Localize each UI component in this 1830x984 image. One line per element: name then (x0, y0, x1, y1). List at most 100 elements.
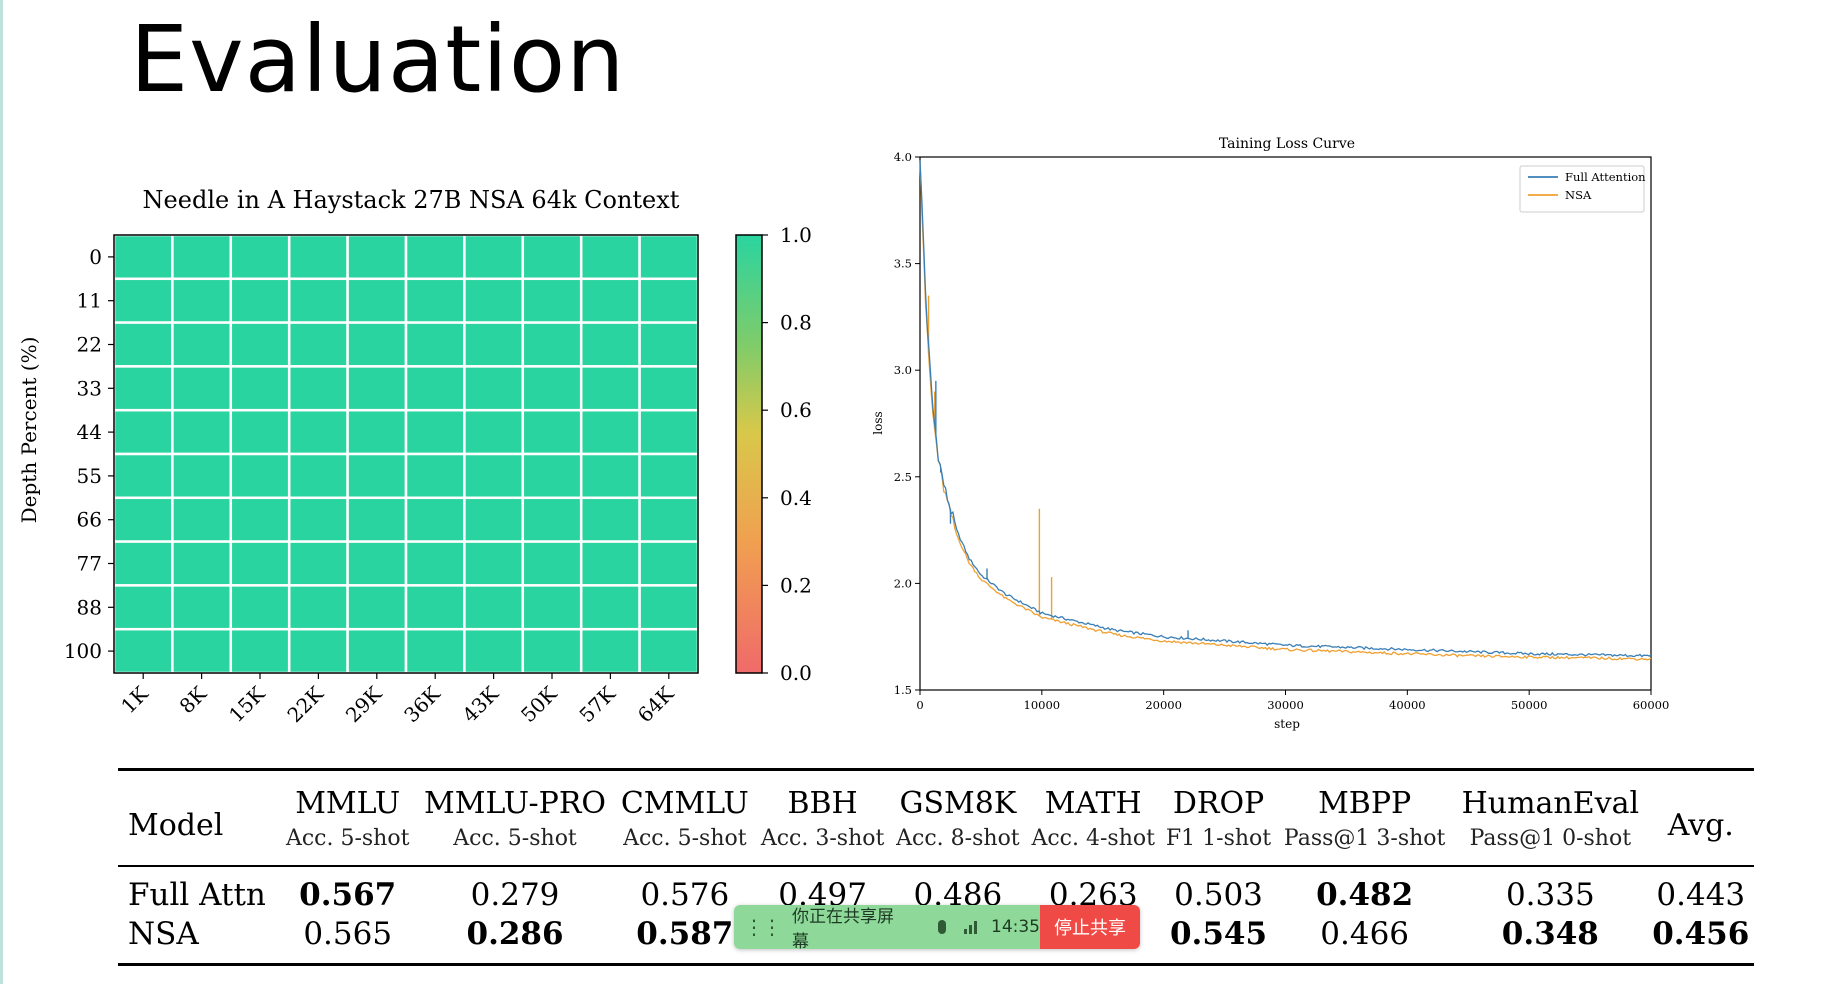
heatmap-cell (112, 277, 174, 324)
heatmap-cell (463, 321, 525, 368)
heatmap-cell (112, 496, 174, 543)
heatmap-cell (229, 321, 291, 368)
share-timer: 14:35 (991, 917, 1040, 937)
heatmap-cell (112, 408, 174, 456)
loss-xtick-label: 50000 (1511, 698, 1548, 712)
heatmap-cell (521, 408, 583, 456)
heatmap-cell (229, 584, 291, 631)
heatmap-ytick-label: 22 (77, 333, 102, 357)
colorbar-tick-label: 0.2 (780, 573, 812, 597)
heatmap-cell (463, 365, 525, 412)
metric-math: Acc. 4-shot (1031, 825, 1155, 851)
table-cell: 0.286 (466, 915, 564, 952)
heatmap-cell (404, 233, 466, 281)
share-status-area[interactable]: ⋮⋮ 你正在共享屏幕 14:35 (734, 905, 1040, 949)
heatmap-cell (346, 627, 408, 675)
loss-axes: 0 10000 20000 30000 40000 50000 60000 4.0 3.5 3.0… (894, 150, 1670, 712)
metric-mmlu: Acc. 5-shot (285, 825, 410, 851)
heatmap-cell (521, 321, 583, 368)
heatmap-cell (521, 584, 583, 631)
heatmap-cell (521, 277, 583, 324)
training-loss-chart: Taining Loss Curve step loss 0 10000 20000… (871, 136, 1670, 731)
heatmap-cell (171, 277, 233, 324)
heatmap-cell (287, 496, 349, 543)
heatmap-ytick-label: 33 (77, 376, 102, 400)
heatmap-xtick-label: 29K (341, 681, 387, 727)
heatmap-cell (638, 365, 700, 412)
heatmap-ytick-label: 66 (77, 508, 102, 532)
loss-ytick-label: 3.0 (894, 363, 912, 377)
heatmap-cell (346, 277, 408, 324)
heatmap-xtick-label: 8K (175, 681, 212, 718)
column-header-math: MATH (1044, 785, 1142, 821)
heatmap-cell (638, 584, 700, 631)
table-cell: 0.466 (1320, 915, 1410, 952)
heatmap-xtick-label: 57K (574, 681, 620, 727)
heatmap-cell (463, 408, 525, 456)
metric-drop: F1 1-shot (1165, 825, 1272, 851)
heatmap-cell (229, 452, 291, 500)
column-header-cmmlu: CMMLU (620, 785, 749, 821)
heatmap-cell (287, 452, 349, 500)
heatmap-cell (579, 584, 641, 631)
heatmap-cell (638, 277, 700, 324)
heatmap-ytick-label: 77 (77, 552, 102, 576)
heatmap-cell (287, 277, 349, 324)
microphone-icon[interactable] (938, 920, 946, 934)
heatmap-cell (112, 233, 174, 281)
left-edge-strip (0, 0, 3, 984)
heatmap-xtick-label: 36K (399, 681, 445, 727)
heatmap-cell (638, 452, 700, 500)
heatmap-cell (171, 627, 233, 675)
heatmap-cell (171, 584, 233, 631)
heatmap-cell (463, 277, 525, 324)
colorbar-tick-label: 0.6 (780, 398, 812, 422)
heatmap-cell (463, 496, 525, 543)
heatmap-cell (229, 496, 291, 543)
drag-handle-icon[interactable]: ⋮⋮ (744, 915, 782, 939)
avg-column-header: Avg. (1667, 807, 1734, 843)
heatmap-cell (346, 408, 408, 456)
table-cell: 0.443 (1647, 865, 1754, 914)
row-model-name: Full Attn (118, 865, 281, 914)
heatmap-cell (404, 408, 466, 456)
heatmap-cell (229, 627, 291, 675)
needle-heatmap-chart: Needle in A Haystack 27B NSA 64k Context… (17, 186, 812, 727)
heatmap-ytick-label: 88 (77, 595, 102, 619)
loss-xtick-label: 30000 (1267, 698, 1304, 712)
heatmap-title: Needle in A Haystack 27B NSA 64k Context (143, 186, 680, 214)
stop-sharing-button[interactable]: 停止共享 (1040, 905, 1140, 949)
heatmap-cell (171, 408, 233, 456)
heatmap-cell (171, 540, 233, 587)
heatmap-cell (346, 540, 408, 587)
loss-ylabel: loss (871, 411, 885, 434)
heatmap-cell (112, 321, 174, 368)
table-cell: 0.545 (1169, 915, 1268, 952)
heatmap-ytick-label: 55 (77, 464, 102, 488)
heatmap-ytick-label: 100 (64, 639, 102, 663)
signal-icon (964, 920, 977, 934)
colorbar-tick-label: 1.0 (780, 223, 812, 247)
heatmap-xtick-label: 22K (282, 681, 328, 727)
heatmap-cell (171, 452, 233, 500)
table-cell: 0.587 (636, 915, 734, 952)
loss-ytick-label: 2.5 (894, 470, 912, 484)
heatmap-cell (112, 452, 174, 500)
legend-label-full-attention: Full Attention (1565, 170, 1646, 184)
heatmap-cell (346, 365, 408, 412)
column-header-mmlu: MMLU (295, 785, 401, 821)
heatmap-cell (638, 321, 700, 368)
heatmap-cell (229, 365, 291, 412)
loss-plot-frame (919, 156, 1652, 691)
heatmap-cell (463, 540, 525, 587)
heatmap-cell (463, 452, 525, 500)
heatmap-cell (463, 627, 525, 675)
model-column-header: Model (128, 807, 224, 843)
heatmap-ytick-label: 11 (77, 289, 102, 313)
heatmap-cell (229, 408, 291, 456)
screen-share-bar[interactable]: ⋮⋮ 你正在共享屏幕 14:35 停止共享 (734, 905, 1140, 949)
heatmap-cell (521, 540, 583, 587)
loss-ytick-label: 2.0 (894, 576, 912, 590)
heatmap-xtick-label: 15K (224, 681, 270, 727)
heatmap-cell (521, 233, 583, 281)
